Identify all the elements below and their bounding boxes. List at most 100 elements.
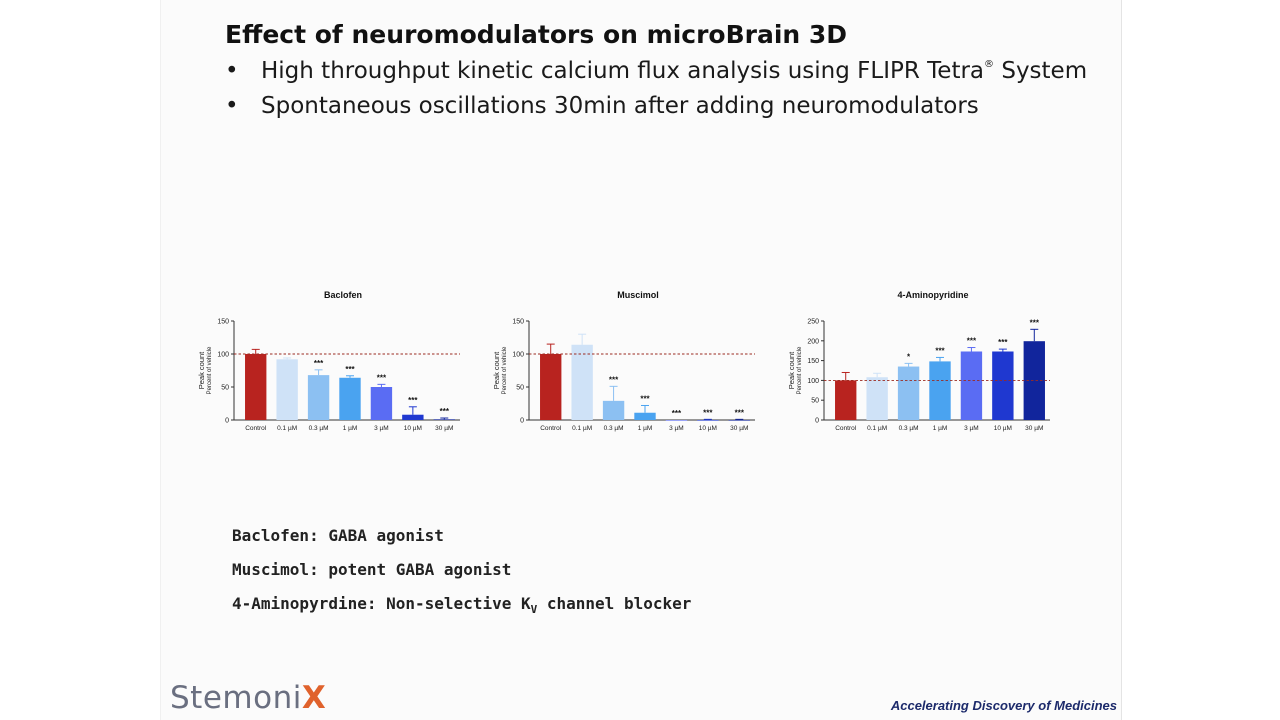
bar: [402, 414, 424, 420]
x-tick-label: 3 µM: [374, 425, 389, 432]
y-tick-label: 50: [811, 398, 819, 405]
chart-title: 4-Aminopyridine: [897, 290, 968, 300]
y-axis-sublabel: Percent of vehicle: [502, 346, 508, 394]
bar: [1023, 341, 1045, 420]
x-tick-label: Control: [540, 425, 562, 432]
bar: [433, 419, 455, 420]
tagline: Accelerating Discovery of Medicines: [890, 698, 1117, 713]
significance-label: ***: [408, 396, 418, 405]
bullet-item: • High throughput kinetic calcium flux an…: [225, 58, 1087, 84]
significance-label: ***: [735, 408, 745, 417]
chart-title: Baclofen: [324, 290, 362, 300]
y-tick-label: 0: [520, 418, 524, 425]
bar: [897, 366, 920, 420]
bar: [960, 351, 983, 420]
significance-label: ***: [609, 375, 619, 384]
stemonix-logo: StemoniX: [170, 680, 326, 716]
bar: [929, 361, 951, 420]
x-tick-label: 10 µM: [994, 425, 1012, 432]
x-tick-label: 0.1 µM: [572, 425, 592, 432]
y-tick-label: 150: [807, 358, 819, 365]
y-tick-label: 0: [815, 418, 819, 425]
chart-1: Muscimol 0 50 100 150 Peak count Percent of ve…: [492, 290, 755, 432]
x-tick-label: 30 µM: [435, 425, 453, 432]
bar: [276, 359, 298, 420]
x-tick-label: 30 µM: [730, 425, 748, 432]
bullet-text-tail: System: [994, 58, 1088, 84]
logo-x-mark: X: [301, 680, 327, 716]
y-tick-label: 150: [512, 319, 524, 326]
significance-label: ***: [1030, 318, 1040, 327]
x-tick-label: 0.3 µM: [604, 425, 624, 432]
bar: [245, 354, 267, 420]
x-tick-label: 3 µM: [669, 425, 684, 432]
bar: [866, 377, 888, 420]
bullet-item: • Spontaneous oscillations 30min after ad…: [225, 93, 979, 119]
significance-label: ***: [967, 337, 977, 346]
note-baclofen: Baclofen: GABA agonist: [232, 526, 444, 545]
significance-label: ***: [703, 408, 713, 417]
chart-2: 4-Aminopyridine 0 50 100 150 200 250 Peak count…: [787, 290, 1050, 432]
x-tick-label: 10 µM: [404, 425, 422, 432]
bar: [602, 400, 625, 420]
x-tick-label: Control: [245, 425, 267, 432]
significance-label: ***: [440, 407, 450, 416]
bullet-marker: •: [225, 93, 239, 119]
bar: [339, 377, 361, 420]
note-text: 4-Aminopyrdine: Non-selective K: [232, 594, 531, 613]
significance-label: ***: [345, 365, 355, 374]
significance-label: ***: [672, 409, 682, 418]
x-tick-label: 3 µM: [964, 425, 979, 432]
y-tick-label: 100: [807, 378, 819, 385]
significance-label: ***: [640, 394, 650, 403]
y-axis-sublabel: Percent of vehicle: [797, 346, 803, 394]
bar: [307, 375, 330, 420]
y-axis-label: Peak count: [492, 351, 501, 389]
x-tick-label: 10 µM: [699, 425, 717, 432]
significance-label: ***: [377, 373, 387, 382]
registered-mark: ®: [984, 59, 995, 70]
y-tick-label: 0: [225, 418, 229, 425]
y-tick-label: 50: [516, 385, 524, 392]
y-axis-label: Peak count: [787, 351, 796, 389]
bullet-text: Spontaneous oscillations 30min after add…: [261, 93, 979, 119]
chart-title: Muscimol: [617, 290, 659, 300]
note-muscimol: Muscimol: potent GABA agonist: [232, 560, 512, 579]
x-tick-label: 0.1 µM: [277, 425, 297, 432]
bar: [665, 420, 688, 421]
y-tick-label: 50: [221, 385, 229, 392]
slide-title: Effect of neuromodulators on microBrain …: [225, 20, 848, 49]
x-tick-label: 30 µM: [1025, 425, 1043, 432]
bar: [697, 420, 719, 421]
y-axis-label: Peak count: [197, 351, 206, 389]
note-subscript: V: [530, 603, 538, 617]
y-tick-label: 250: [807, 319, 819, 326]
x-tick-label: 1 µM: [933, 425, 948, 432]
bar: [728, 420, 750, 421]
x-tick-label: 1 µM: [343, 425, 358, 432]
significance-label: ***: [935, 346, 945, 355]
bar: [540, 354, 562, 420]
significance-label: ***: [998, 338, 1008, 347]
x-tick-label: 1 µM: [638, 425, 653, 432]
x-tick-label: 0.1 µM: [867, 425, 887, 432]
y-tick-label: 200: [807, 338, 819, 345]
significance-label: *: [907, 352, 911, 361]
y-axis-sublabel: Percent of vehicle: [207, 346, 213, 394]
y-tick-label: 150: [217, 319, 229, 326]
note-text-tail: channel blocker: [537, 594, 692, 613]
significance-label: ***: [314, 359, 324, 368]
bar: [370, 387, 393, 420]
bar: [571, 344, 593, 420]
bar: [634, 412, 656, 420]
logo-text: Stemoni: [170, 680, 302, 716]
x-tick-label: Control: [835, 425, 857, 432]
bar: [835, 380, 857, 420]
bullet-text: High throughput kinetic calcium flux ana…: [261, 58, 985, 84]
bar: [992, 351, 1014, 420]
x-tick-label: 0.3 µM: [309, 425, 329, 432]
x-tick-label: 0.3 µM: [899, 425, 919, 432]
note-aminopyridine: 4-Aminopyrdine: Non-selective KV channel…: [232, 594, 691, 616]
bullet-marker: •: [225, 58, 239, 84]
